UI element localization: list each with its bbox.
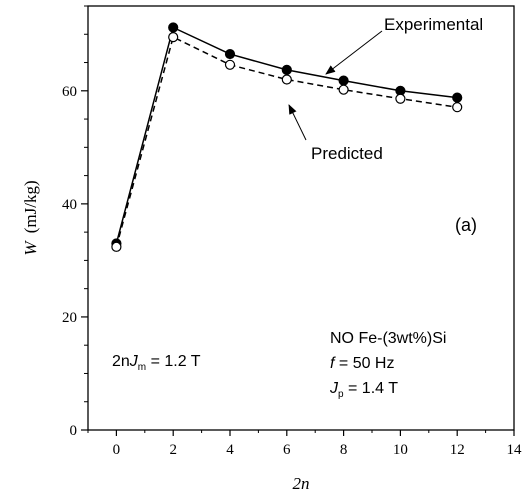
data-point-experimental xyxy=(168,22,179,33)
material-label: NO Fe-(3wt%)Si xyxy=(330,330,446,347)
data-point-predicted xyxy=(168,31,179,43)
data-point-predicted xyxy=(338,84,349,95)
x-tick-label: 4 xyxy=(226,442,234,458)
x-tick-label: 2 xyxy=(169,442,177,458)
condition-left: 2nJm = 1.2 T xyxy=(112,353,201,373)
plot-frame xyxy=(87,5,515,431)
data-point-predicted xyxy=(395,93,406,104)
y-tick-label: 20 xyxy=(62,310,77,326)
legend-arrow-predicted xyxy=(288,104,307,141)
data-point-predicted xyxy=(111,241,122,252)
x-axis-title: 2n xyxy=(293,474,310,493)
data-point-experimental xyxy=(281,64,292,75)
data-point-predicted xyxy=(452,102,463,113)
data-point-experimental xyxy=(338,75,349,86)
data-point-predicted xyxy=(281,74,292,85)
axis-ticks xyxy=(81,5,515,436)
tick-labels: 0 2 4 6 8 10 12 14 0 20 40 60 xyxy=(62,84,522,458)
y-tick-label: 0 xyxy=(70,423,78,439)
data-point-experimental xyxy=(224,48,236,60)
y-axis-title: W (mJ/kg) xyxy=(21,180,40,255)
legend-label-experimental: Experimental xyxy=(384,15,483,34)
peak-label: Jp = 1.4 T xyxy=(329,380,398,400)
x-tick-label: 6 xyxy=(283,442,291,458)
x-tick-label: 12 xyxy=(450,442,465,458)
legend-label-predicted: Predicted xyxy=(311,144,383,163)
x-tick-label: 0 xyxy=(113,442,121,458)
data-point-predicted xyxy=(224,59,236,70)
y-tick-label: 40 xyxy=(62,197,77,213)
y-tick-label: 60 xyxy=(62,84,77,100)
series-lines xyxy=(115,26,458,247)
legend-arrow-experimental xyxy=(325,30,383,75)
x-tick-label: 10 xyxy=(393,442,408,458)
frequency-label: f = 50 Hz xyxy=(330,355,394,372)
panel-label: (a) xyxy=(455,215,477,235)
x-tick-label: 14 xyxy=(507,442,523,458)
data-point-experimental xyxy=(452,92,463,103)
x-tick-label: 8 xyxy=(340,442,348,458)
series-points xyxy=(111,22,463,252)
